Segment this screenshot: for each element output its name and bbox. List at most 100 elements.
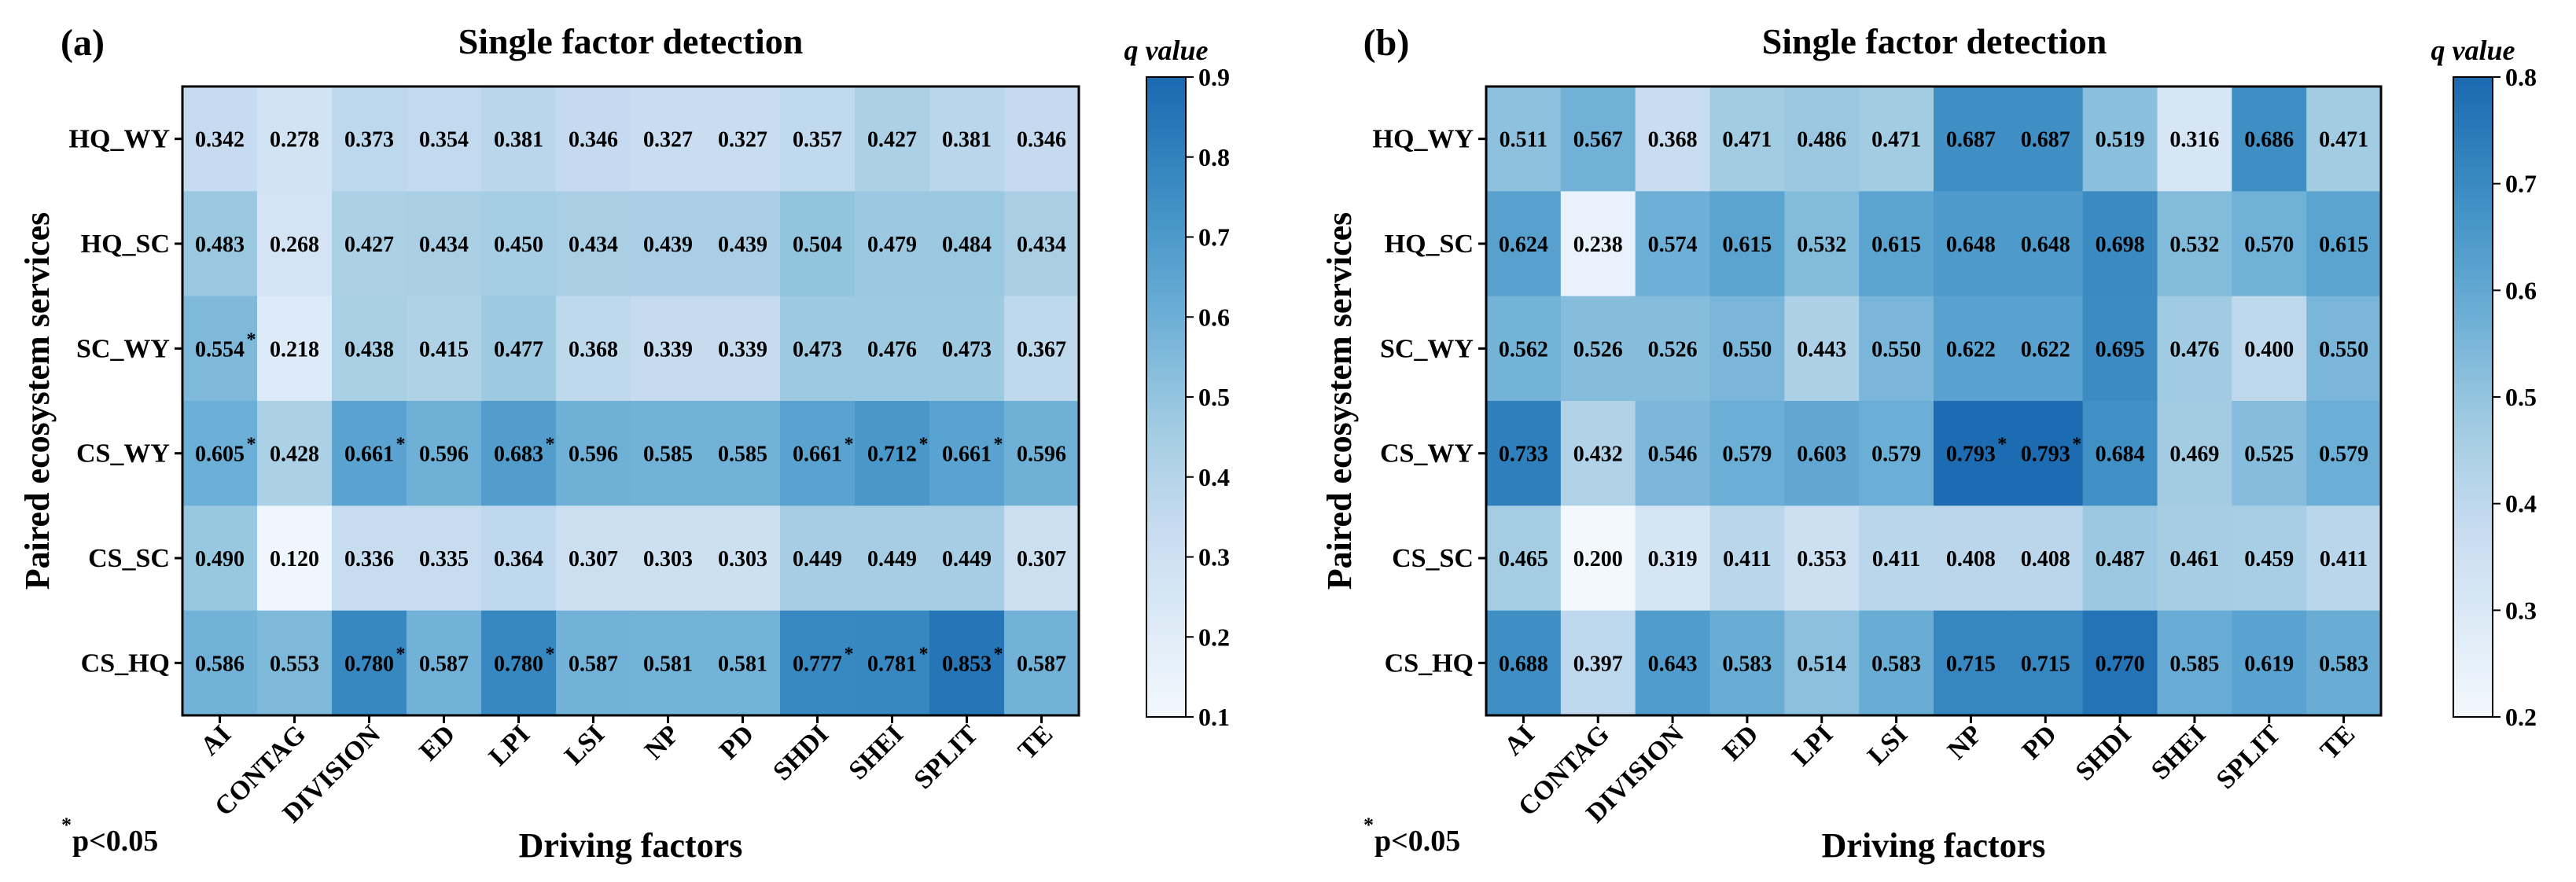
cell-value: 0.514: [1797, 652, 1846, 676]
cell-value: 0.532: [1797, 233, 1846, 257]
significance-marker: *: [247, 435, 256, 455]
heatmap-cell: [1709, 505, 1785, 612]
heatmap-cell: [2157, 610, 2232, 716]
heatmap-cell: [2007, 505, 2084, 612]
colorbar-tick-label: 0.4: [2505, 490, 2537, 518]
heatmap-cell: [929, 610, 1005, 716]
cell-value: 0.622: [1946, 337, 1996, 362]
cell-value: 0.532: [2169, 233, 2219, 257]
significance-marker: *: [919, 644, 929, 664]
heatmap-cell: [631, 610, 706, 716]
cell-value: 0.434: [1017, 233, 1066, 257]
heatmap-cell: [929, 86, 1005, 192]
heatmap-cell: [1560, 86, 1636, 192]
cell-value: 0.712: [867, 443, 917, 467]
significance-marker: *: [994, 435, 1003, 455]
cell-value: 0.585: [2169, 652, 2219, 676]
heatmap-cell: [2306, 610, 2382, 716]
cell-value: 0.471: [1871, 128, 1921, 153]
heatmap-cell: [332, 86, 407, 192]
heatmap-cell: [257, 401, 333, 506]
y-tick-label: SC_WY: [76, 334, 170, 363]
x-tick-label: ED: [1717, 719, 1765, 766]
cell-value: 0.471: [1722, 128, 1772, 153]
cell-value: 0.411: [2320, 547, 2368, 571]
x-tick-label: TE: [1013, 719, 1058, 765]
y-axis-label: Paired ecosystem services: [18, 212, 57, 590]
cell-value: 0.587: [569, 652, 618, 676]
x-axis-label: Driving factors: [1822, 826, 2046, 865]
x-axis-label: Driving factors: [519, 826, 743, 865]
cell-value: 0.619: [2244, 652, 2294, 676]
heatmap-cell: [855, 191, 930, 297]
cell-value: 0.579: [1871, 443, 1921, 467]
cell-value: 0.357: [793, 128, 842, 153]
colorbar-tick-label: 0.1: [1198, 703, 1230, 731]
panel-0: (a) Single factor detection 0.342 0.278 0.37…: [18, 21, 1230, 865]
heatmap-cell: [705, 191, 781, 297]
x-tick-label: LPI: [484, 719, 535, 771]
heatmap-cell: [257, 505, 333, 612]
cell-value: 0.483: [195, 233, 245, 257]
heatmap-cell: [2232, 86, 2307, 192]
heatmap-cell: [705, 86, 781, 192]
heatmap-cell: [631, 191, 706, 297]
cell-value: 0.688: [1499, 652, 1548, 676]
heatmap-cell: [1560, 401, 1636, 506]
cell-value: 0.605: [195, 443, 245, 467]
cell-value: 0.449: [867, 547, 917, 571]
y-tick-label: HQ_WY: [1373, 125, 1474, 154]
cell-value: 0.526: [1648, 337, 1698, 362]
cell-value: 0.770: [2096, 652, 2145, 676]
cell-value: 0.449: [793, 547, 842, 571]
heatmap-cell: [1934, 401, 2009, 506]
cell-value: 0.373: [344, 128, 394, 153]
y-axis-label: Paired ecosystem services: [1320, 212, 1359, 590]
colorbar-tick-label: 0.3: [2505, 596, 2537, 624]
cell-value: 0.411: [1872, 547, 1920, 571]
x-tick-label: LSI: [1862, 719, 1913, 770]
heatmap-cell: [257, 191, 333, 297]
heatmap-cell: [1486, 401, 1562, 506]
heatmap-frame: [181, 85, 1080, 717]
cell-value: 0.408: [1946, 547, 1996, 571]
heatmap-cell: [1635, 296, 1710, 402]
heatmap-cell: [2157, 505, 2232, 612]
heatmap-cell: [1004, 610, 1080, 716]
heatmap-cell: [631, 296, 706, 402]
cell-value: 0.335: [419, 547, 469, 571]
heatmap-cell: [556, 610, 631, 716]
colorbar-tick-label: 0.8: [2505, 63, 2537, 91]
heatmap-cell: [1635, 610, 1710, 716]
significance-marker: *: [845, 435, 854, 455]
heatmap-cell: [855, 505, 930, 612]
cell-value: 0.583: [1871, 652, 1921, 676]
cell-value: 0.479: [867, 233, 917, 257]
heatmap-cell: [407, 505, 482, 612]
significance-marker: *: [247, 329, 256, 350]
heatmap-cell: [1859, 505, 1934, 612]
cell-value: 0.686: [2244, 128, 2294, 153]
y-tick-label: CS_SC: [1392, 544, 1474, 573]
cell-value: 0.465: [1499, 547, 1548, 571]
heatmap-cell: [257, 610, 333, 716]
heatmap-cell: [1560, 191, 1636, 297]
cell-value: 0.715: [2021, 652, 2070, 676]
heatmap-cell: [332, 191, 407, 297]
heatmap-cell: [2007, 401, 2084, 506]
heatmap-cell: [332, 610, 407, 716]
cell-value: 0.793: [1946, 443, 1996, 467]
cell-value: 0.415: [419, 337, 469, 362]
panel-1: (b) Single factor detection 0.511 0.567 0.36…: [1320, 21, 2537, 865]
heatmap-cell: [1784, 610, 1860, 716]
cell-value: 0.648: [1946, 233, 1996, 257]
heatmap-cell: [1784, 86, 1860, 192]
cell-value: 0.579: [1722, 443, 1772, 467]
heatmap-cell: [556, 191, 631, 297]
cell-value: 0.525: [2244, 443, 2294, 467]
heatmap-cell: [1560, 610, 1636, 716]
heatmap-cell: [1859, 610, 1934, 716]
heatmap-cell: [2082, 296, 2158, 402]
heatmap-cell: [257, 296, 333, 402]
